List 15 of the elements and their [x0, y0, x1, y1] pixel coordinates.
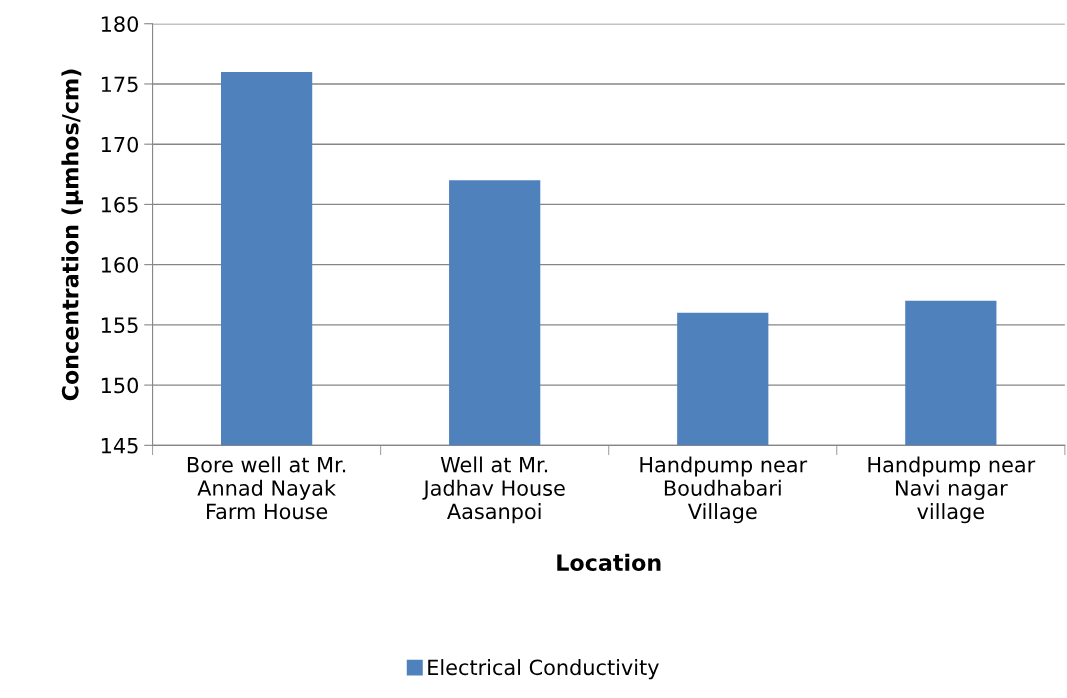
legend-label: Electrical Conductivity: [428, 659, 659, 680]
y-tick-label: 155: [101, 317, 138, 334]
y-tick-label: 165: [101, 196, 138, 213]
y-axis-title: Concentration (µmhos/cm): [61, 69, 83, 401]
y-tick-label: 170: [101, 136, 138, 153]
x-tick-label: Well at Mr. Jadhav House Aasanpoi: [422, 456, 565, 524]
x-tick-label: Handpump near Boudhabari Village: [640, 456, 808, 524]
y-tick-label: 160: [101, 257, 138, 273]
y-tick-label: 180: [101, 16, 138, 32]
y-tick-label: 150: [101, 377, 138, 394]
x-tick-label: Handpump near Navi nagar village: [868, 456, 1036, 524]
y-tick-label: 175: [101, 76, 138, 93]
y-tick-label: 145: [101, 438, 138, 454]
x-axis-title: Location: [557, 553, 661, 572]
x-tick-label: Bore well at Mr. Annad Nayak Farm House: [187, 456, 346, 520]
